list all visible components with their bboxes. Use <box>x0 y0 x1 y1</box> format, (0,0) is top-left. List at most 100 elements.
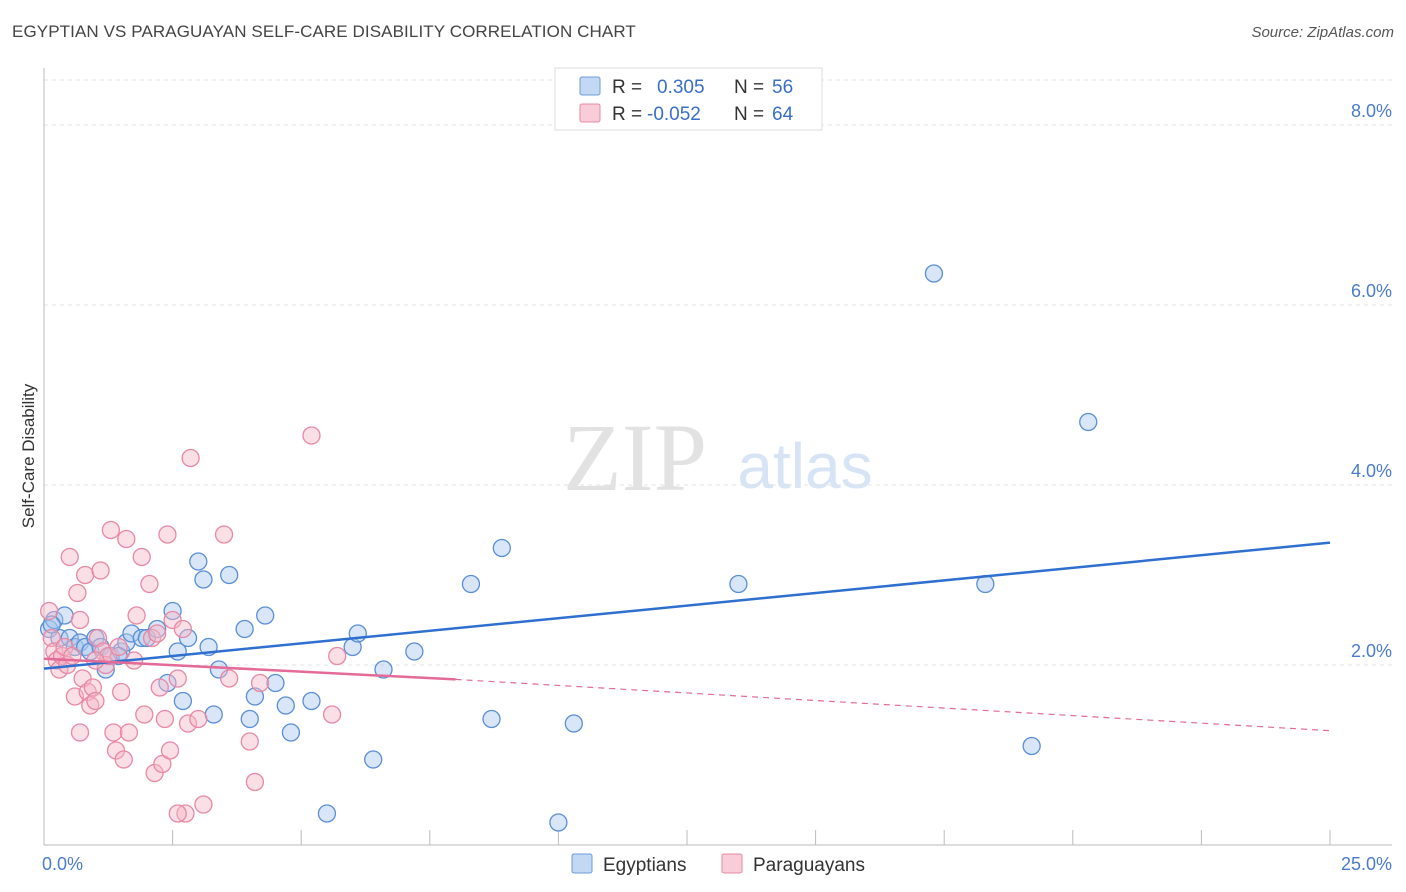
paraguayan-point-24 <box>101 520 121 540</box>
egyptian-point-28 <box>209 660 229 679</box>
egyptian-point-43 <box>405 642 424 661</box>
paraguayan-point-49 <box>181 448 200 468</box>
egyptian-point-24 <box>189 552 208 571</box>
legend-r-value-egyptian: 0.305 <box>657 77 705 98</box>
egyptian-point-50 <box>924 264 944 283</box>
paraguayan-point-40 <box>153 754 172 774</box>
egyptian-point-31 <box>240 709 259 729</box>
y-axis-title: Self-Care Disability <box>19 383 38 528</box>
y-tick-label-6: 6.0% <box>1351 281 1392 301</box>
paraguayan-point-28 <box>112 682 131 702</box>
egyptian-points <box>39 264 1098 832</box>
y-tick-label-4: 4.0% <box>1351 461 1392 481</box>
paraguayan-point-12 <box>70 610 90 630</box>
egyptian-point-25 <box>194 570 213 589</box>
gridlines <box>44 79 1392 666</box>
egyptian-point-27 <box>204 705 223 724</box>
paraguayan-point-34 <box>135 705 154 724</box>
egyptian-point-18 <box>148 619 167 639</box>
y-tick-labels: 2.0% 4.0% 6.0% 8.0% <box>1351 101 1392 661</box>
paraguayan-point-33 <box>132 547 151 567</box>
egyptian-point-45 <box>482 709 501 729</box>
egyptian-point-44 <box>461 574 481 594</box>
paraguayan-point-47 <box>176 804 195 823</box>
paraguayan-point-1 <box>42 628 61 648</box>
axes <box>43 68 1392 846</box>
bottom-legend-swatch-egyptians <box>571 853 593 874</box>
paraguayan-point-46 <box>173 619 193 639</box>
source-label: Source: ZipAtlas.com <box>1251 24 1394 41</box>
paraguayan-point-43 <box>160 741 180 760</box>
y-tick-label-2: 2.0% <box>1351 641 1392 661</box>
egyptian-point-35 <box>276 696 295 715</box>
egyptian-point-42 <box>374 660 393 679</box>
paraguayan-point-25 <box>104 723 123 742</box>
egyptian-point-32 <box>245 687 265 706</box>
paraguayan-point-29 <box>114 750 133 769</box>
paraguayan-point-50 <box>189 709 208 729</box>
paraguayan-trend-line <box>43 657 456 681</box>
paraguayan-point-60 <box>70 723 90 742</box>
egyptian-point-29 <box>220 565 239 585</box>
egyptian-point-37 <box>302 691 321 711</box>
egyptian-point-22 <box>173 691 193 711</box>
legend-swatch-egyptian <box>579 76 601 96</box>
top-legend: R = 0.305 N = 56 R = -0.052 N = 64 <box>554 67 823 131</box>
egyptian-point-46 <box>492 538 511 558</box>
paraguayan-point-0 <box>39 601 59 621</box>
legend-r-label-paraguayan: R = <box>612 104 642 125</box>
watermark-atlas: atlas <box>737 430 872 502</box>
egyptian-point-4 <box>60 628 79 648</box>
x-tick-label-min: 0.0% <box>42 854 83 874</box>
chart-title: EGYPTIAN VS PARAGUAYAN SELF-CARE DISABIL… <box>12 22 636 41</box>
egyptian-point-17 <box>137 628 157 648</box>
legend-n-label-paraguayan: N = <box>734 104 764 125</box>
paraguayan-point-56 <box>250 673 270 693</box>
paraguayan-point-58 <box>322 705 342 724</box>
paraguayan-point-39 <box>150 678 169 697</box>
paraguayan-point-17 <box>83 678 103 697</box>
paraguayan-point-30 <box>117 529 136 549</box>
egyptian-point-54 <box>42 615 61 634</box>
egyptian-point-23 <box>178 628 198 648</box>
egyptian-point-53 <box>1079 412 1098 432</box>
egyptian-point-48 <box>564 714 583 733</box>
paraguayan-point-42 <box>158 525 177 544</box>
paraguayan-point-20 <box>91 561 110 580</box>
paraguayan-trend-extension <box>455 678 1331 732</box>
egyptian-point-49 <box>729 574 748 594</box>
bottom-legend-paraguayans: Paraguayans <box>753 855 865 876</box>
paraguayan-point-35 <box>140 574 159 594</box>
egyptian-point-41 <box>364 750 383 769</box>
watermark-zip: ZIP <box>563 404 707 511</box>
paraguayan-point-19 <box>88 628 108 648</box>
legend-n-value-paraguayan: 64 <box>772 104 794 125</box>
trend-lines <box>43 541 1331 732</box>
egyptian-point-33 <box>256 606 275 625</box>
paraguayan-point-32 <box>127 606 146 625</box>
legend-n-label-egyptian: N = <box>734 77 764 98</box>
paraguayan-point-38 <box>148 624 167 643</box>
paraguayan-point-45 <box>168 669 187 688</box>
paraguayan-point-48 <box>178 714 198 733</box>
paraguayan-point-11 <box>68 583 87 603</box>
paraguayan-point-41 <box>155 709 175 729</box>
paraguayan-point-8 <box>60 547 79 567</box>
egyptian-point-47 <box>549 813 568 832</box>
x-tick-label-max: 25.0% <box>1341 854 1392 874</box>
x-ticks <box>172 830 1331 845</box>
paraguayan-point-44 <box>163 610 182 630</box>
paraguayan-point-59 <box>328 646 347 666</box>
y-tick-label-8: 8.0% <box>1351 101 1392 121</box>
legend-n-value-egyptian: 56 <box>772 77 793 98</box>
paraguayan-point-27 <box>109 637 128 657</box>
paraguayan-point-54 <box>240 732 259 751</box>
paraguayan-point-31 <box>119 723 139 742</box>
paraguayan-point-55 <box>245 772 265 792</box>
paraguayan-point-13 <box>73 669 92 688</box>
bottom-legend-swatch-paraguayans <box>721 853 743 874</box>
paraguayan-point-53 <box>220 669 239 688</box>
egyptian-point-30 <box>235 619 254 639</box>
egyptian-point-36 <box>281 723 301 742</box>
